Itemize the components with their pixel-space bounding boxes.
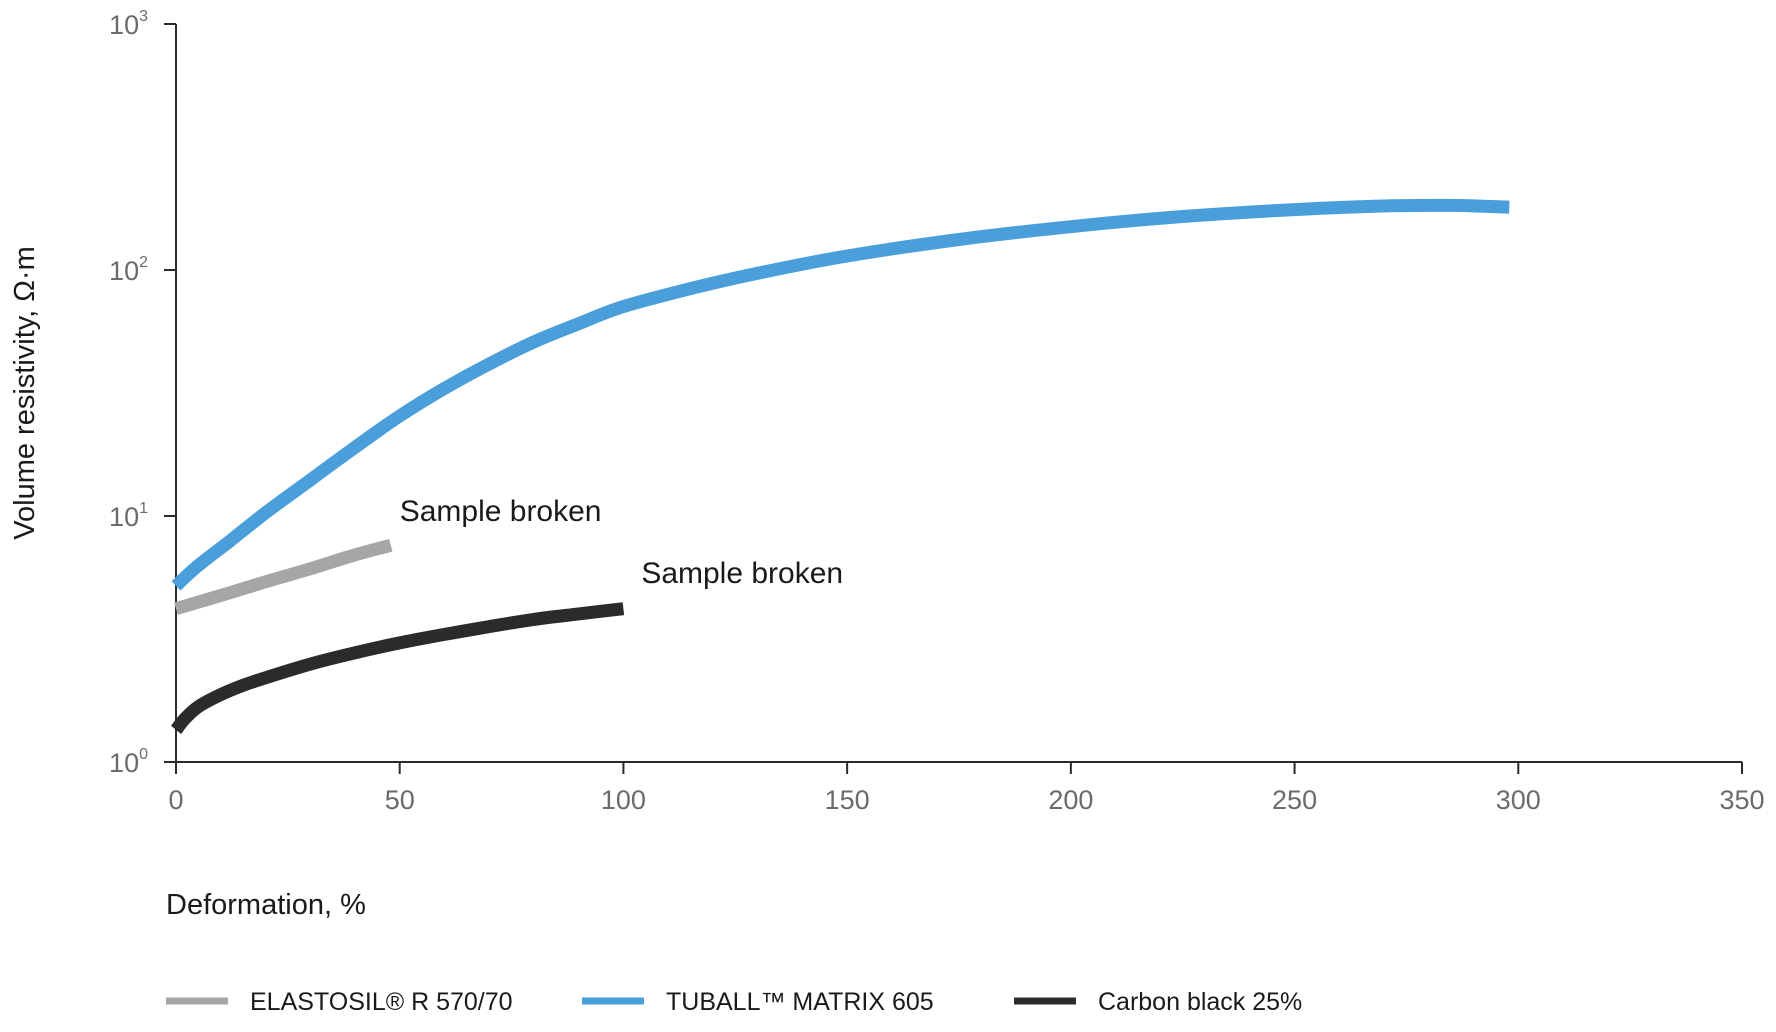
annotations: Sample broken Sample broken (400, 495, 843, 590)
x-tick-label: 200 (1048, 785, 1093, 815)
legend: ELASTOSIL® R 570/70 TUBALL™ MATRIX 605 Car… (166, 988, 1302, 1016)
y-tick-base: 10 (109, 748, 139, 778)
series-line-2 (170, 602, 625, 735)
x-tick-label: 50 (385, 785, 415, 815)
y-tick-base: 10 (109, 502, 139, 532)
x-ticks: 0 50 100 150 200 250 300 350 (168, 762, 1765, 815)
annotation-sample-broken: Sample broken (400, 495, 602, 528)
y-tick-exponent: 0 (139, 746, 148, 763)
y-tick-exponent: 3 (139, 8, 148, 25)
x-tick-label: 350 (1719, 785, 1764, 815)
legend-label-1: TUBALL™ MATRIX 605 (666, 988, 934, 1016)
x-tick-label: 250 (1272, 785, 1317, 815)
y-axis-title: Volume resistivity, Ω·m (9, 246, 41, 539)
legend-label-0: ELASTOSIL® R 570/70 (250, 988, 513, 1016)
x-axis-title: Deformation, % (166, 889, 366, 921)
legend-label-2: Carbon black 25% (1098, 988, 1302, 1016)
y-tick-exponent: 2 (139, 254, 148, 271)
x-tick-label: 300 (1496, 785, 1541, 815)
series-line-0 (174, 539, 393, 615)
x-tick-label: 100 (601, 785, 646, 815)
y-tick-label: 102 (109, 254, 148, 286)
y-tick-label: 101 (109, 500, 148, 532)
x-tick-label: 0 (168, 785, 183, 815)
y-tick-exponent: 1 (139, 500, 148, 517)
y-tick-base: 10 (109, 10, 139, 40)
axes (175, 24, 1742, 763)
y-tick-label: 100 (109, 746, 148, 778)
y-tick-base: 10 (109, 256, 139, 286)
x-tick-label: 150 (825, 785, 870, 815)
annotation-sample-broken: Sample broken (641, 557, 843, 590)
series-line-1 (171, 198, 1510, 591)
y-tick-label: 103 (109, 8, 148, 40)
series-layer (170, 198, 1510, 735)
